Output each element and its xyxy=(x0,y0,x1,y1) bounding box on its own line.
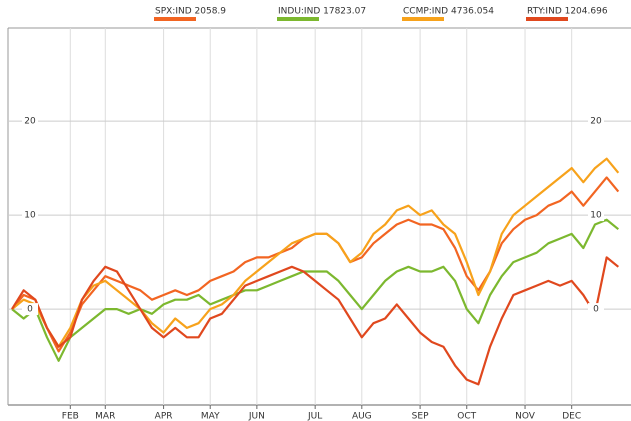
tick-label-bg xyxy=(22,303,38,316)
x-tick-label: MAR xyxy=(95,412,115,421)
legend-swatch xyxy=(526,17,568,21)
series-line xyxy=(11,256,620,386)
x-tick-label: SEP xyxy=(412,412,429,421)
tick-label-bg xyxy=(588,115,604,128)
legend-swatch xyxy=(154,17,196,21)
x-tick-label: FEB xyxy=(62,412,79,421)
y-tick-label: 0 xyxy=(27,305,33,315)
y-tick-label: 10 xyxy=(24,211,36,221)
tick-label-bg xyxy=(588,209,604,222)
x-tick-label: DEC xyxy=(562,412,581,421)
series-line xyxy=(11,157,620,348)
legend-swatch xyxy=(277,17,319,21)
legend-label: INDU:IND 17823.07 xyxy=(278,7,366,17)
y-tick-label: 20 xyxy=(590,117,602,127)
legend-label: SPX:IND 2058.9 xyxy=(155,7,226,17)
y-tick-label: 20 xyxy=(24,117,36,127)
y-tick-label: 0 xyxy=(593,305,599,315)
tick-label-bg xyxy=(22,209,38,222)
tick-label-bg xyxy=(22,115,38,128)
y-tick-label: 10 xyxy=(590,211,602,221)
x-tick-label: AUG xyxy=(352,412,372,421)
x-tick-label: APR xyxy=(155,412,173,421)
x-tick-label: MAY xyxy=(201,412,220,421)
series-line xyxy=(11,218,620,362)
legend-label: RTY:IND 1204.696 xyxy=(527,7,608,17)
legend-label: CCMP:IND 4736.054 xyxy=(403,7,494,17)
x-tick-label: OCT xyxy=(457,412,476,421)
legend-swatch xyxy=(402,17,444,21)
x-tick-label: NOV xyxy=(515,412,536,421)
x-tick-label: JUN xyxy=(248,412,265,421)
x-tick-label: JUL xyxy=(307,412,322,421)
tick-label-bg xyxy=(588,303,604,316)
